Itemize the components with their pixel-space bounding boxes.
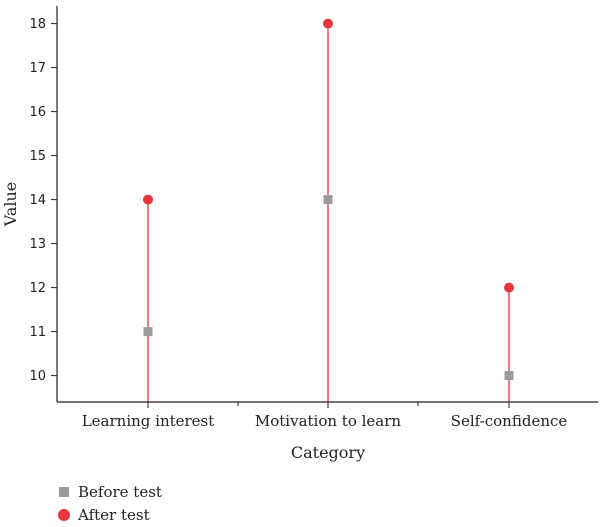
x-tick-label: Motivation to learn	[255, 412, 402, 430]
y-ticks: 10 11 12 13 14 15 16 17 18	[29, 17, 57, 384]
y-tick-label: 10	[29, 369, 46, 384]
y-tick-label: 16	[29, 105, 46, 120]
y-tick-label: 11	[29, 325, 46, 340]
y-tick-label: 12	[29, 281, 46, 296]
y-axis-title: Value	[1, 182, 20, 228]
y-tick-label: 14	[29, 193, 46, 208]
legend-label-after: After test	[78, 505, 150, 524]
after-test-point	[143, 194, 153, 205]
x-axis-title: Category	[291, 443, 365, 462]
legend-label-before: Before test	[78, 482, 162, 501]
y-tick-label: 17	[29, 61, 46, 76]
legend-square-marker	[59, 486, 69, 497]
legend-circle-marker	[58, 508, 70, 521]
legend: Before test After test	[58, 480, 162, 526]
y-tick-label: 13	[29, 237, 46, 252]
x-tick-label: Learning interest	[82, 412, 215, 430]
y-tick-label: 15	[29, 149, 46, 164]
before-test-point	[504, 371, 514, 381]
x-ticks: Learning interest Motivation to learn Self…	[82, 402, 568, 430]
before-test-point	[323, 195, 333, 205]
x-tick-label: Self-confidence	[451, 412, 568, 430]
data-points	[143, 18, 514, 381]
y-tick-label: 18	[29, 17, 46, 32]
legend-item-before: Before test	[58, 480, 162, 503]
before-test-point	[143, 327, 153, 337]
after-test-point	[323, 18, 333, 29]
drop-lines	[147, 23, 510, 402]
after-test-point	[504, 282, 514, 293]
legend-item-after: After test	[58, 503, 162, 526]
